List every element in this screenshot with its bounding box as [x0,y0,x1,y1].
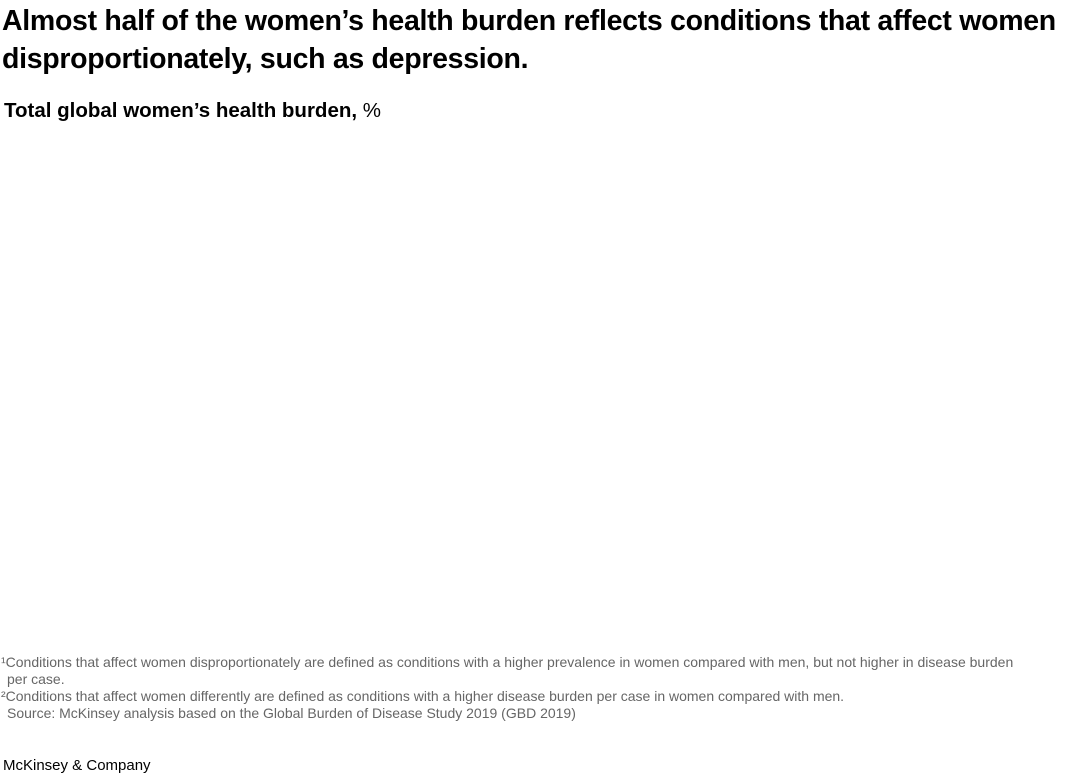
chart-subtitle-label: Total global women’s health burden, [4,99,358,122]
footnote-2: ²Conditions that affect women differentl… [1,688,845,704]
chart-area [0,135,1080,645]
footnote-1: ¹Conditions that affect women disproport… [1,654,1014,670]
chart-subtitle-unit: % [362,99,382,122]
footnotes: ¹Conditions that affect women disproport… [1,654,1073,722]
footnote-1-continuation: per case. [7,671,65,687]
chart-subtitle: Total global women’s health burden, % [4,97,381,125]
chart-title: Almost half of the women’s health burden… [2,5,1056,75]
source-note: Source: McKinsey analysis based on the G… [7,705,576,721]
brand-logo-text: McKinsey & Company [3,757,151,774]
